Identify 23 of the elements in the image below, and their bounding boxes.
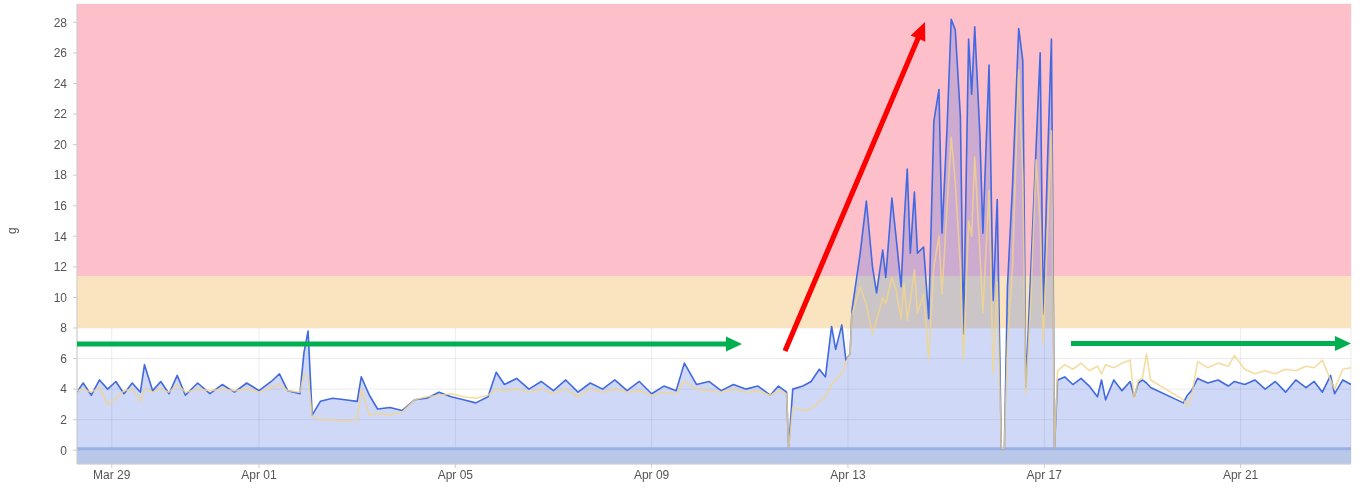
- y-tick-label: 8: [60, 321, 68, 336]
- y-tick-label: 6: [60, 351, 68, 366]
- y-tick-label: 18: [53, 168, 68, 183]
- y-tick-label: 28: [53, 15, 68, 30]
- y-tick-label: 14: [53, 229, 68, 244]
- x-tick-label: Apr 01: [241, 467, 277, 482]
- y-tick-label: 4: [60, 382, 68, 397]
- x-tick-label: Apr 05: [437, 467, 474, 482]
- y-tick-label: 26: [53, 46, 68, 61]
- y-axis-title: g: [5, 227, 20, 234]
- y-tick-label: 20: [53, 137, 68, 152]
- x-tick-label: Apr 21: [1222, 467, 1259, 482]
- y-tick-label: 10: [53, 290, 68, 305]
- y-tick-label: 2: [60, 412, 68, 427]
- y-tick-label: 24: [53, 76, 68, 91]
- y-tick-label: 12: [53, 260, 68, 275]
- y-tick-label: 16: [53, 198, 68, 213]
- x-tick-label: Apr 09: [633, 467, 670, 482]
- y-tick-label: 0: [60, 443, 68, 458]
- y-tick-label: 22: [53, 107, 68, 122]
- x-tick-label: Mar 29: [93, 467, 131, 482]
- x-tick-label: Apr 13: [830, 467, 866, 482]
- x-tick-label: Apr 17: [1026, 467, 1063, 482]
